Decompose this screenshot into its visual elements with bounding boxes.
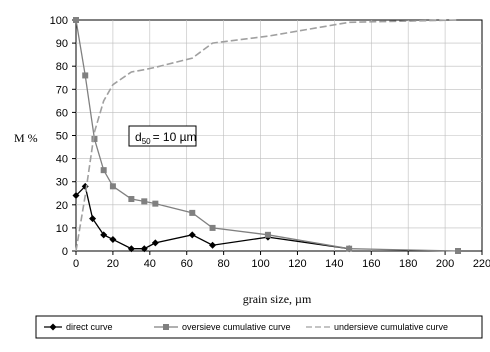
y-tick-label: 0: [62, 246, 68, 258]
x-tick-label: 60: [181, 258, 193, 270]
y-tick-label: 80: [56, 61, 68, 73]
data-point: [151, 239, 159, 247]
data-point: [109, 235, 117, 243]
legend-items: direct curve oversieve cumulative curve un…: [44, 322, 448, 332]
y-tick-label: 10: [56, 223, 68, 235]
series-line: [75, 185, 350, 250]
data-point: [209, 224, 216, 231]
legend: direct curve oversieve cumulative curve un…: [35, 315, 483, 339]
data-point: [346, 245, 353, 252]
y-tick-label: 70: [56, 84, 68, 96]
legend-item-0: direct curve: [44, 322, 113, 332]
y-tick-label: 90: [56, 38, 68, 50]
axis-layer: 0 20 40 60 80 100 120 140 160 180 200 220 0 10 20 30 40 5…: [50, 15, 490, 270]
y-tick-label: 20: [56, 200, 68, 212]
legend-frame: [35, 315, 483, 339]
x-tick-label: 0: [73, 258, 79, 270]
data-point: [100, 231, 108, 239]
d50-annotation: d50 = 10 µm: [128, 125, 197, 147]
data-point: [73, 17, 79, 23]
series-1: [73, 17, 462, 254]
data-point: [455, 248, 462, 254]
data-point: [89, 215, 97, 223]
data-point: [82, 72, 89, 79]
x-tick-label: 180: [399, 258, 417, 270]
y-axis-title: M %: [14, 131, 38, 145]
d50-annotation-box: [128, 125, 197, 147]
x-tick-label: 220: [473, 258, 490, 270]
legend-label: direct curve: [66, 322, 113, 332]
x-tick-label: 200: [436, 258, 454, 270]
x-tick-label: 20: [107, 258, 119, 270]
x-tick-label: 140: [325, 258, 343, 270]
series-2: [75, 19, 459, 252]
x-tick-label: 40: [144, 258, 156, 270]
y-tick-label: 30: [56, 177, 68, 189]
y-tick-label: 50: [56, 131, 68, 143]
data-point: [100, 167, 107, 174]
legend-marker: [49, 323, 57, 331]
grid-layer: [75, 19, 483, 252]
data-point: [188, 231, 196, 239]
series-layer: [72, 17, 462, 254]
legend-marker: [163, 324, 169, 330]
data-point: [141, 198, 148, 205]
data-point: [127, 245, 135, 253]
data-point: [72, 192, 80, 200]
data-point: [264, 231, 271, 238]
x-tick-label: 80: [218, 258, 230, 270]
x-tick-label: 100: [251, 258, 269, 270]
data-point: [109, 183, 116, 190]
legend-label: undersieve cumulative curve: [334, 322, 448, 332]
legend-item-1: oversieve cumulative curve: [154, 322, 291, 332]
d50-subscript: 50: [142, 137, 151, 146]
y-tick-label: 60: [56, 107, 68, 119]
x-tick-label: 120: [288, 258, 306, 270]
x-axis-title: grain size, µm: [243, 292, 312, 306]
d50-value: = 10 µm: [153, 130, 197, 144]
x-tick-label: 160: [362, 258, 380, 270]
data-point: [128, 196, 135, 203]
data-point: [209, 241, 217, 249]
y-tick-label: 40: [56, 154, 68, 166]
data-point: [140, 245, 148, 253]
series-line: [75, 19, 459, 252]
y-tick-label: 100: [50, 15, 68, 27]
data-point: [152, 200, 159, 207]
data-point: [189, 209, 196, 216]
d50-annotation-text: d50 = 10 µm: [135, 130, 197, 146]
legend-label: oversieve cumulative curve: [182, 322, 291, 332]
legend-item-2: undersieve cumulative curve: [306, 322, 448, 332]
data-point: [91, 135, 98, 142]
d50-symbol: d: [135, 130, 142, 144]
